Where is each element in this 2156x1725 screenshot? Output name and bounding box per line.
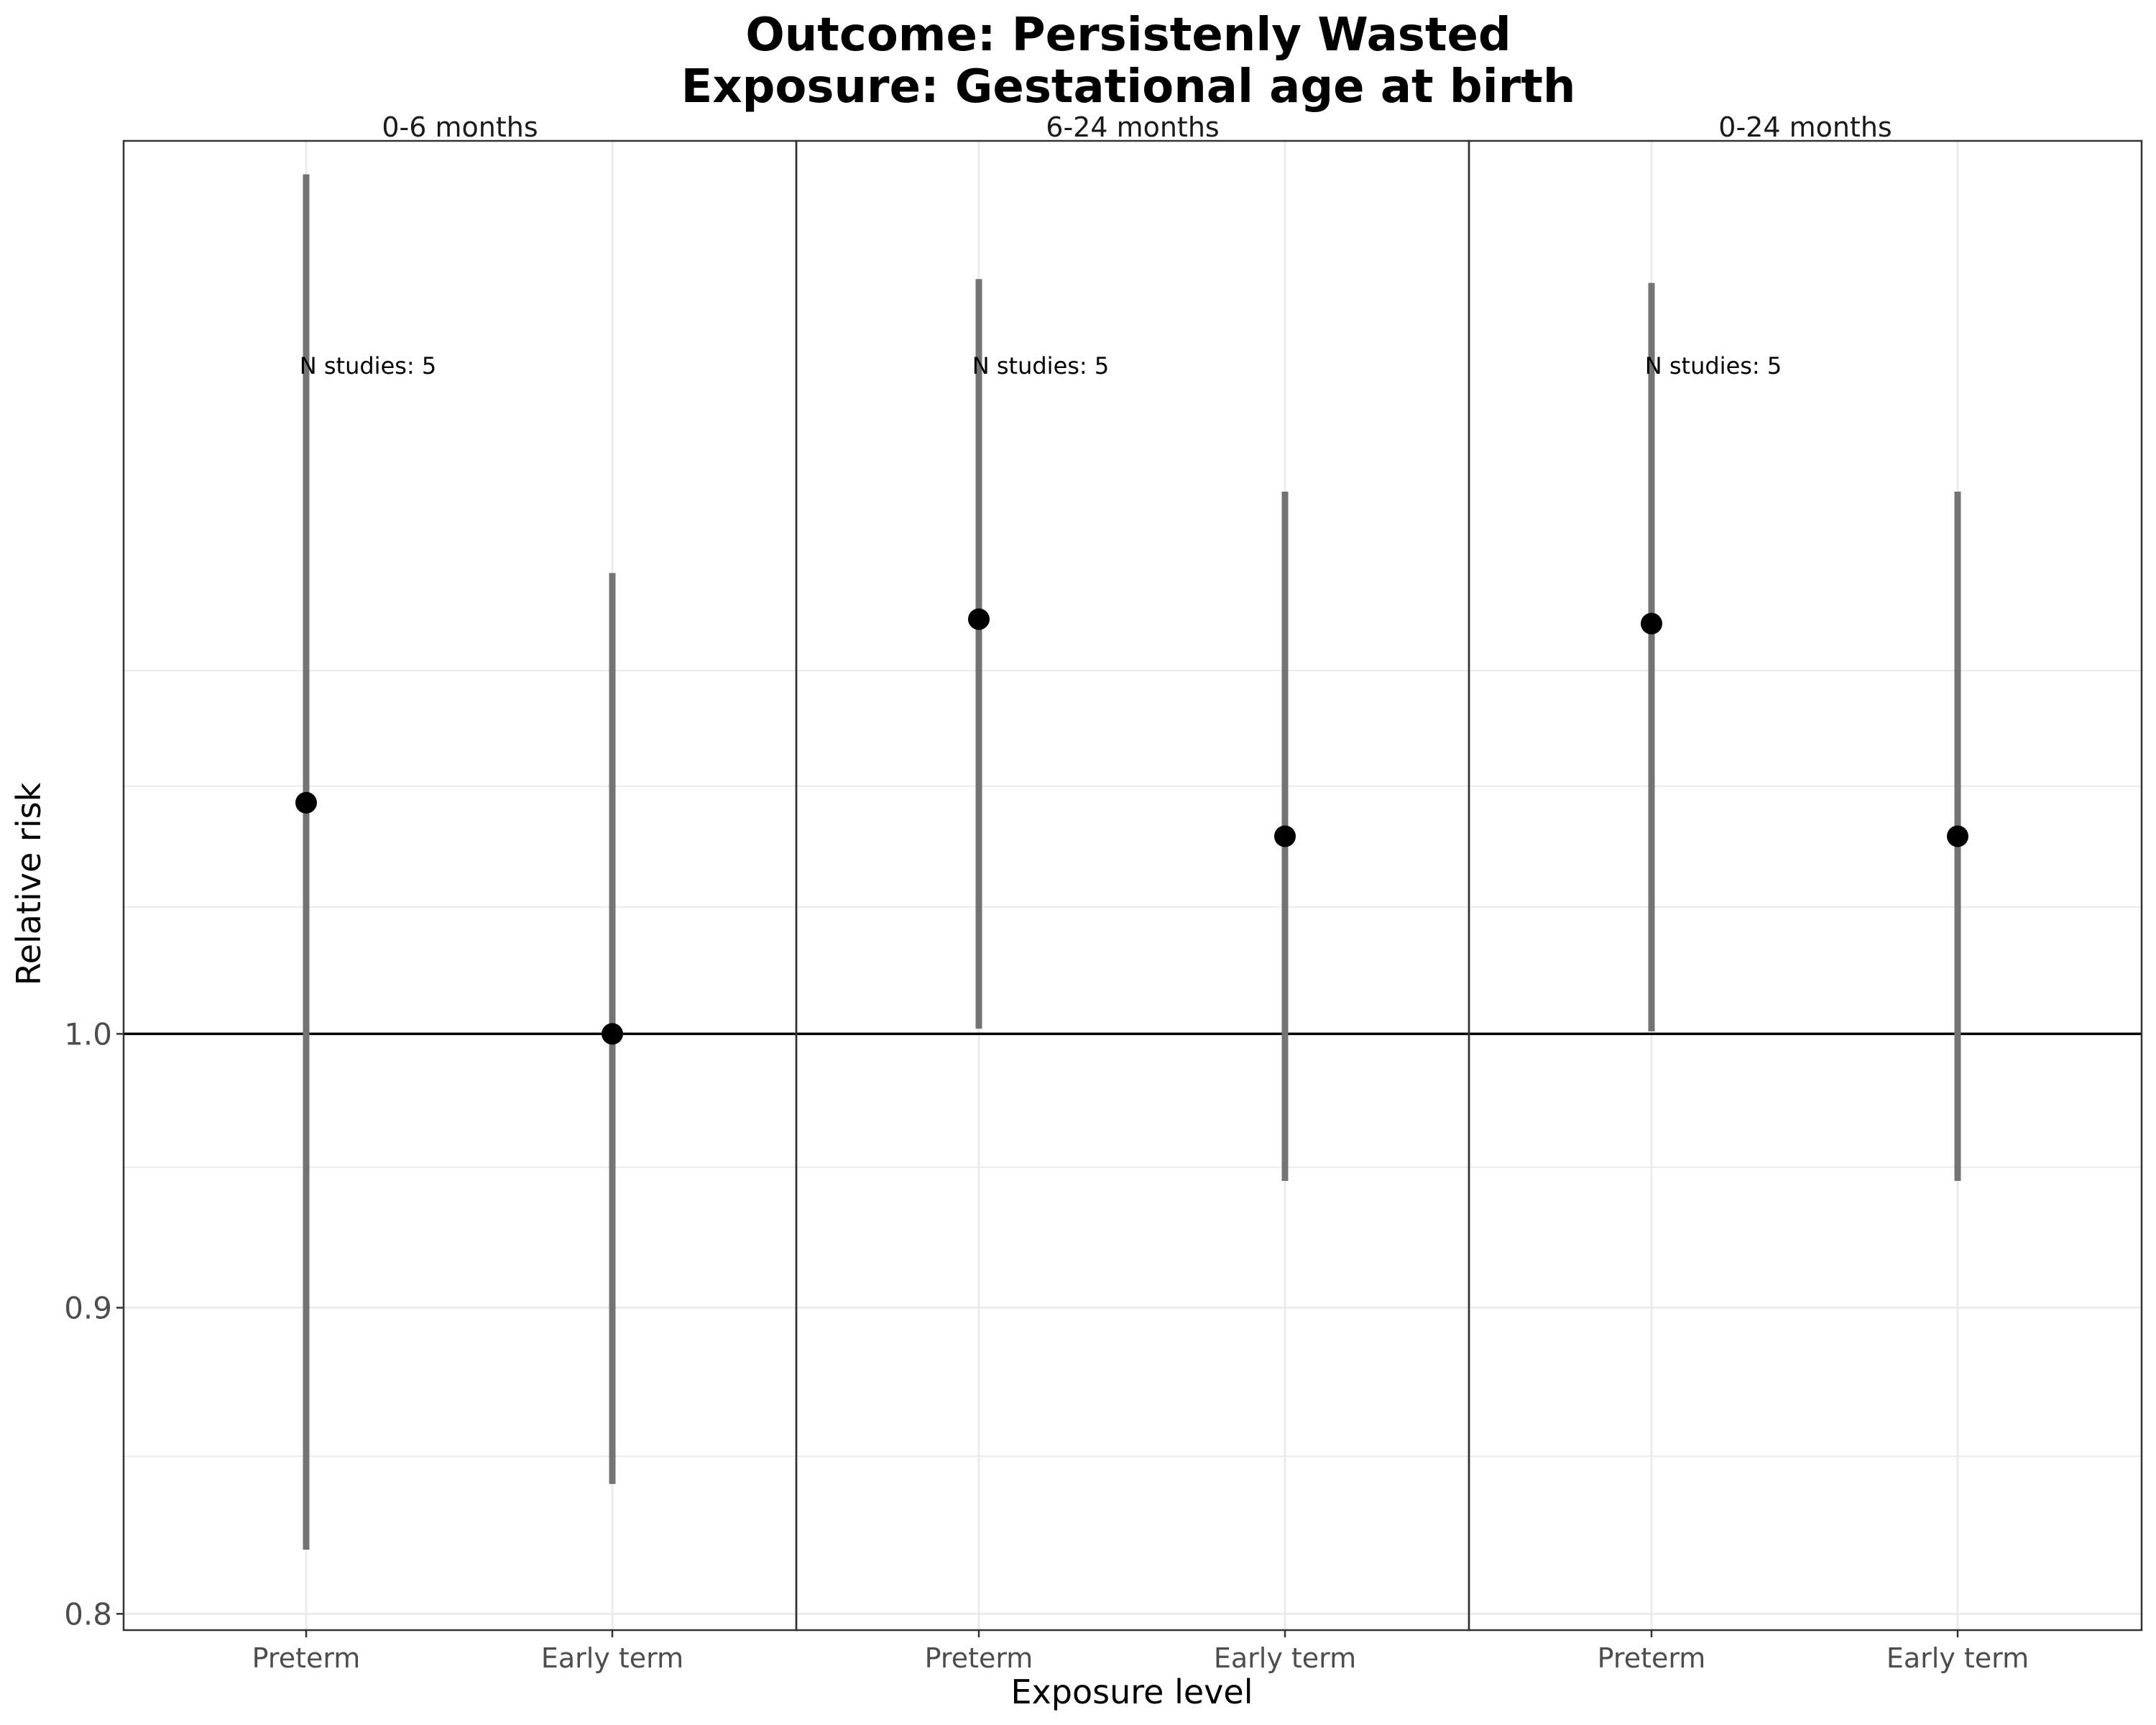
panel-strip-label: 6-24 months xyxy=(1046,111,1219,143)
panel-strip-label: 0-6 months xyxy=(382,111,538,143)
point-estimate xyxy=(1274,825,1296,847)
chart-title-line-2: Exposure: Gestational age at birth xyxy=(681,60,1576,114)
x-axis-label: Exposure level xyxy=(1011,1673,1253,1711)
point-estimate xyxy=(1947,825,1968,847)
n-studies-annotation: N studies: 5 xyxy=(300,352,436,380)
point-estimate xyxy=(295,791,317,814)
chart-title-line-1: Outcome: Persistenly Wasted xyxy=(745,9,1511,62)
x-tick-label: Preterm xyxy=(252,1642,361,1674)
point-estimate xyxy=(1641,612,1662,635)
x-tick-label: Early term xyxy=(1214,1642,1356,1674)
n-studies-annotation: N studies: 5 xyxy=(972,352,1109,380)
y-axis-ticks: 0.8 0.9 1.0 xyxy=(64,1016,124,1632)
y-tick-label: 0.9 xyxy=(64,1290,112,1325)
x-tick-label: Early term xyxy=(541,1642,683,1674)
panel-border xyxy=(1468,139,2143,1632)
panel-strip-labels: 0-6 months 6-24 months 0-24 months xyxy=(382,111,1892,143)
x-tick-label: Early term xyxy=(1886,1642,2029,1674)
data-layer: N studies: 5 N studies: 5 N studies: 5 xyxy=(295,174,1968,1550)
point-estimate xyxy=(602,1023,623,1045)
x-tick-label: Preterm xyxy=(925,1642,1033,1674)
panel-frames xyxy=(122,139,2143,1632)
y-tick-label: 1.0 xyxy=(64,1016,112,1052)
x-tick-label: Preterm xyxy=(1598,1642,1706,1674)
n-studies-annotation: N studies: 5 xyxy=(1645,352,1782,380)
y-tick-label: 0.8 xyxy=(64,1596,112,1632)
y-axis-label: Relative risk xyxy=(9,782,48,985)
point-estimate xyxy=(968,608,990,630)
panel-strip-label: 0-24 months xyxy=(1718,111,1892,143)
x-axis-ticks: Preterm Early term Preterm Early term Preter… xyxy=(252,1630,2029,1674)
